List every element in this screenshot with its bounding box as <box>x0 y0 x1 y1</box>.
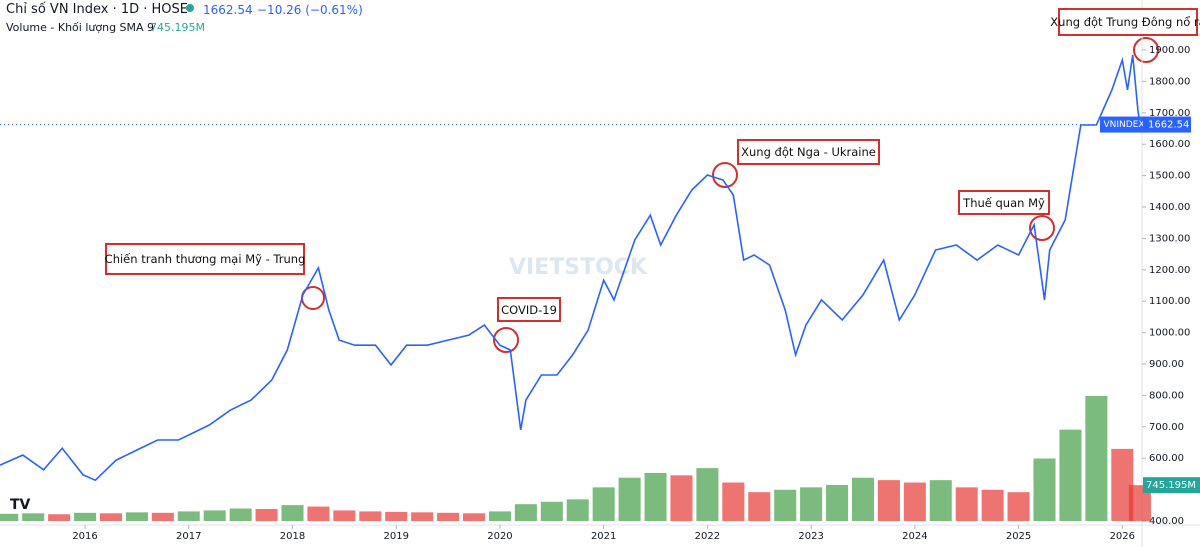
volume-bar <box>281 505 304 521</box>
volume-bar <box>722 482 745 521</box>
volume-bar <box>955 487 978 521</box>
volume-bar <box>800 487 823 521</box>
series-label-bg <box>1100 116 1148 133</box>
price-line <box>0 54 1141 482</box>
x-tick-label: 2026 <box>1110 531 1135 542</box>
volume-bar <box>1007 492 1030 521</box>
annotation: Thuế quan Mỹ <box>958 190 1050 215</box>
volume-bar <box>385 511 408 521</box>
annotation: Chiến tranh thương mại Mỹ - Trung <box>105 243 305 275</box>
y-tick-label: 1000.00 <box>1149 328 1190 339</box>
volume-bar <box>203 510 226 521</box>
highlight-circle <box>1029 215 1055 241</box>
y-tick-label: 800.00 <box>1149 390 1184 401</box>
highlight-circle <box>1133 37 1159 63</box>
volume-bar <box>592 487 615 521</box>
volume-bar <box>1111 448 1134 521</box>
annotation: Xung đột Nga - Ukraine <box>737 139 880 165</box>
annotation: COVID-19 <box>497 297 561 322</box>
chart-title: Chỉ số VN Index · 1D · HOSE <box>6 2 189 17</box>
volume-bar <box>670 475 693 521</box>
status-dot <box>186 4 194 12</box>
x-tick-label: 2021 <box>591 531 616 542</box>
watermark: VIETSTOCK <box>509 255 648 280</box>
y-tick-label: 700.00 <box>1149 422 1184 433</box>
y-tick-label: 1600.00 <box>1149 139 1190 150</box>
series-label: VNINDEX <box>1103 120 1144 130</box>
volume-bar <box>48 514 71 521</box>
highlight-circle <box>493 327 519 353</box>
volume-bar <box>981 489 1004 521</box>
y-tick-label: 1400.00 <box>1149 202 1190 213</box>
y-tick-label: 1100.00 <box>1149 296 1190 307</box>
volume-bar <box>1128 485 1151 521</box>
volume-bar <box>22 513 45 521</box>
volume-bar <box>566 499 589 521</box>
volume-bar <box>618 477 641 521</box>
volume-bar <box>125 512 148 521</box>
volume-label: 745.195M <box>1146 480 1196 491</box>
x-tick-label: 2017 <box>176 531 201 542</box>
annotation: Xung đột Trung Đông nổ ra <box>1050 8 1200 36</box>
volume-bar <box>74 512 97 521</box>
volume-bar <box>1059 429 1082 521</box>
highlight-circle <box>712 162 738 188</box>
y-tick-label: 600.00 <box>1149 453 1184 464</box>
x-tick-label: 2018 <box>280 531 305 542</box>
volume-bar <box>229 508 252 521</box>
volume-last: 745.195M <box>150 21 205 34</box>
volume-bar <box>644 472 667 521</box>
price-change: −10.26 (−0.61%) <box>257 3 363 17</box>
volume-bar <box>0 513 19 521</box>
volume-label-bg <box>1143 477 1200 494</box>
volume-bar <box>411 512 434 521</box>
y-tick-label: 1800.00 <box>1149 76 1190 87</box>
volume-bar <box>877 480 900 521</box>
volume-bar <box>929 480 952 521</box>
volume-bar <box>774 489 797 521</box>
volume-bar <box>307 506 330 521</box>
volume-bar <box>851 477 875 521</box>
volume-bar <box>462 513 486 521</box>
x-tick-label: 2019 <box>383 531 408 542</box>
last-price-bg <box>1143 116 1191 133</box>
x-tick-label: 2022 <box>695 531 720 542</box>
volume-bar <box>151 512 174 521</box>
x-tick-label: 2023 <box>798 531 823 542</box>
volume-bar <box>437 512 460 521</box>
x-tick-label: 2024 <box>902 531 927 542</box>
y-tick-label: 1300.00 <box>1149 233 1190 244</box>
volume-bar <box>540 501 563 521</box>
y-tick-label: 1200.00 <box>1149 265 1190 276</box>
y-tick-label: 400.00 <box>1149 516 1184 527</box>
x-tick-label: 2025 <box>1006 531 1031 542</box>
volume-bar <box>99 513 123 521</box>
volume-bar <box>903 482 926 521</box>
volume-bar <box>359 511 382 521</box>
volume-bar <box>488 511 511 521</box>
volume-legend: Volume - Khối lượng SMA 9 <box>6 21 155 34</box>
y-tick-label: 1500.00 <box>1149 171 1190 182</box>
volume-bar <box>514 504 537 521</box>
volume-bar <box>748 492 771 521</box>
y-tick-label: 1700.00 <box>1149 108 1190 119</box>
last-price: 1662.54 <box>203 3 253 17</box>
volume-bar <box>696 468 719 521</box>
tv-logo: TV <box>10 497 31 513</box>
volume-bar <box>1033 458 1056 521</box>
volume-bar <box>826 484 849 521</box>
volume-bar <box>333 510 356 521</box>
volume-bar <box>255 508 278 521</box>
x-tick-label: 2016 <box>72 531 97 542</box>
y-tick-label: 1900.00 <box>1149 45 1190 56</box>
y-tick-label: 900.00 <box>1149 359 1184 370</box>
volume-bar <box>177 511 200 521</box>
x-tick-label: 2020 <box>487 531 512 542</box>
volume-bar <box>1085 396 1108 521</box>
last-price-label: 1662.54 <box>1148 120 1189 131</box>
